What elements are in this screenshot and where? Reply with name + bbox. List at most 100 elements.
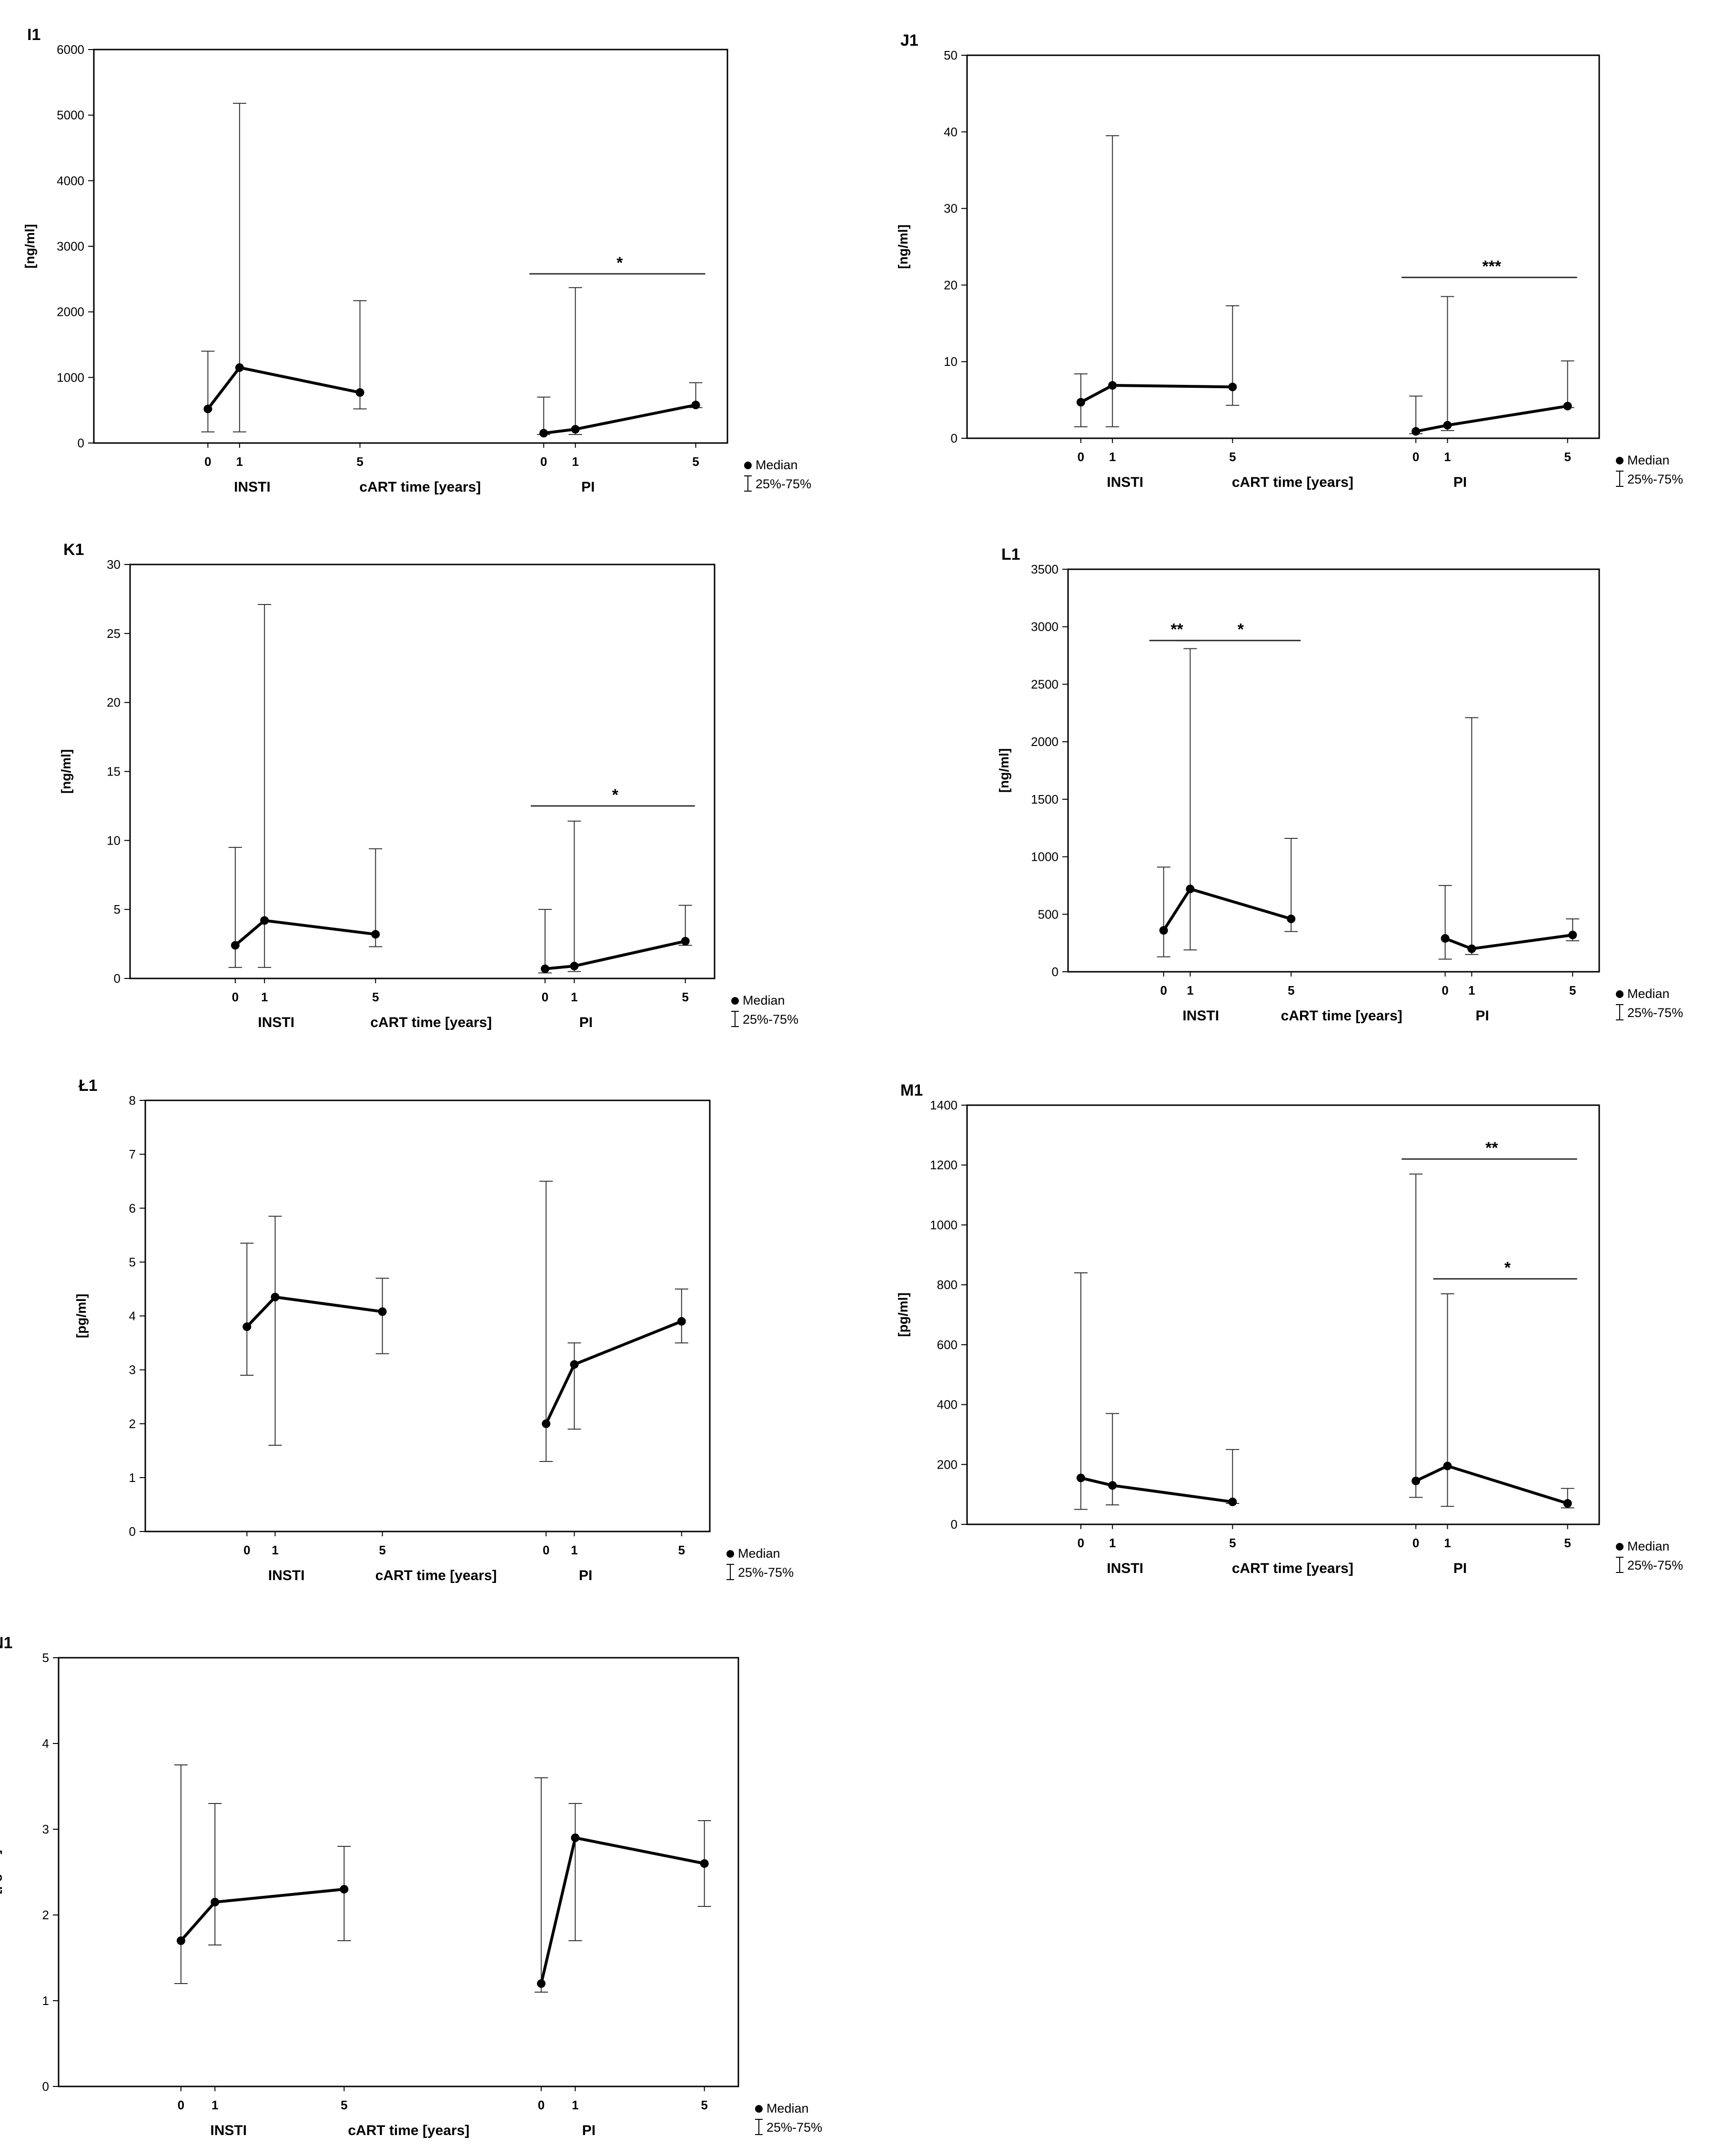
median-point bbox=[203, 404, 212, 413]
y-axis-label: [ng/ml] bbox=[997, 748, 1011, 793]
median-point bbox=[571, 425, 580, 434]
y-tick-label: 1000 bbox=[930, 1218, 958, 1232]
x-tick-label: 1 bbox=[1109, 1536, 1116, 1550]
y-tick-label: 2000 bbox=[57, 305, 84, 319]
x-tick-label: 5 bbox=[379, 1543, 385, 1557]
median-point bbox=[1076, 1473, 1085, 1482]
x-tick-label: 0 bbox=[1078, 1536, 1084, 1550]
median-point bbox=[260, 916, 269, 925]
x-tick-label: 0 bbox=[538, 2098, 544, 2112]
x-tick-label: 5 bbox=[1288, 983, 1294, 997]
x-axis-title: cART time [years] bbox=[370, 1015, 492, 1030]
median-line bbox=[1415, 1464, 1568, 1505]
y-tick-label: 7 bbox=[129, 1147, 136, 1161]
legend-median-label: Median bbox=[766, 2101, 809, 2116]
median-point bbox=[1159, 926, 1168, 935]
chart-panel-7: N1 0 1 2 3 4 5 [pg/ml] 0 1 5 0 1 5 INSTI PI cART time [y… bbox=[0, 1634, 822, 2138]
legend-median-marker bbox=[755, 2105, 763, 2113]
series-pi bbox=[534, 1777, 711, 1993]
y-tick-label: 0 bbox=[1052, 965, 1059, 979]
y-axis-label: [ng/ml] bbox=[59, 749, 73, 794]
x-tick-label: 0 bbox=[204, 454, 211, 469]
chart-panel-5: Ł1 0 1 2 3 4 5 6 7 8 [pg/ml] 0 1 5 0 1 5 INSTI PI cART time… bbox=[74, 1077, 794, 1583]
panel-label: Ł1 bbox=[79, 1077, 98, 1095]
series-insti bbox=[174, 1764, 351, 1984]
median-point bbox=[1568, 930, 1577, 939]
y-tick-label: 1 bbox=[129, 1471, 136, 1485]
legend-median-marker bbox=[1616, 457, 1623, 464]
x-tick-label: 5 bbox=[1229, 1536, 1236, 1550]
median-point bbox=[1287, 914, 1296, 923]
y-tick-label: 15 bbox=[107, 765, 121, 779]
median-point bbox=[378, 1307, 387, 1316]
median-point bbox=[1443, 1461, 1452, 1471]
y-tick-label: 8 bbox=[129, 1093, 136, 1108]
y-tick-label: 20 bbox=[944, 278, 958, 292]
x-tick-label: 5 bbox=[1564, 450, 1571, 464]
x-tick-label: 1 bbox=[1109, 450, 1116, 464]
median-point bbox=[1412, 1476, 1421, 1485]
median-point bbox=[1467, 944, 1476, 953]
significance-label: *** bbox=[1482, 257, 1502, 275]
x-tick-label: 5 bbox=[692, 454, 699, 469]
legend-median-label: Median bbox=[743, 993, 785, 1007]
x-tick-label: 1 bbox=[572, 454, 579, 469]
y-axis-label: [pg/ml] bbox=[0, 1850, 2, 1894]
plot-frame bbox=[93, 49, 728, 444]
group-label-insti: INSTI bbox=[1107, 1561, 1143, 1576]
median-point bbox=[570, 1360, 579, 1369]
x-tick-label: 5 bbox=[678, 1543, 685, 1557]
panel-label: L1 bbox=[1001, 545, 1020, 564]
legend-median-marker bbox=[1616, 1543, 1623, 1551]
x-tick-label: 1 bbox=[1444, 1536, 1451, 1550]
series-pi bbox=[539, 1180, 688, 1462]
x-tick-label: 1 bbox=[1187, 983, 1193, 997]
median-point bbox=[231, 941, 240, 950]
median-point bbox=[340, 1885, 349, 1894]
y-tick-label: 3500 bbox=[1031, 562, 1059, 576]
legend-median-marker bbox=[1616, 990, 1623, 998]
group-label-insti: INSTI bbox=[210, 2123, 247, 2138]
y-tick-label: 3 bbox=[42, 1822, 49, 1836]
legend-iqr-label: 25%-75% bbox=[743, 1012, 798, 1027]
median-point bbox=[1563, 1499, 1572, 1508]
median-point bbox=[570, 961, 579, 970]
y-tick-label: 25 bbox=[107, 626, 121, 641]
y-tick-label: 200 bbox=[937, 1457, 958, 1471]
median-line bbox=[234, 919, 376, 947]
x-tick-label: 1 bbox=[1468, 983, 1475, 997]
y-tick-label: 10 bbox=[107, 833, 121, 847]
median-point bbox=[1563, 402, 1572, 411]
y-tick-label: 3000 bbox=[57, 239, 84, 253]
legend-iqr-label: 25%-75% bbox=[756, 477, 811, 491]
median-point bbox=[1108, 1481, 1117, 1490]
series-pi bbox=[1438, 717, 1580, 960]
panel-label: N1 bbox=[0, 1634, 12, 1652]
group-label-pi: PI bbox=[1476, 1008, 1489, 1024]
x-tick-label: 0 bbox=[1442, 983, 1448, 997]
series-insti bbox=[240, 1216, 389, 1446]
x-tick-label: 5 bbox=[341, 2098, 347, 2112]
y-tick-label: 0 bbox=[951, 1517, 958, 1531]
y-tick-label: 5 bbox=[42, 1651, 49, 1665]
panel-label: I1 bbox=[27, 26, 40, 44]
x-axis-title: cART time [years] bbox=[1232, 1561, 1353, 1576]
x-tick-label: 0 bbox=[542, 990, 548, 1004]
median-point bbox=[1186, 885, 1195, 894]
significance-label: * bbox=[1238, 621, 1244, 639]
legend-median-label: Median bbox=[1627, 453, 1670, 467]
median-line bbox=[544, 939, 686, 970]
x-tick-label: 0 bbox=[1160, 983, 1167, 997]
x-tick-label: 0 bbox=[540, 454, 547, 469]
y-tick-label: 5 bbox=[114, 902, 121, 917]
median-line bbox=[540, 1836, 705, 1984]
y-tick-label: 1000 bbox=[57, 370, 84, 384]
median-point bbox=[542, 1419, 551, 1428]
y-tick-label: 0 bbox=[114, 971, 121, 986]
legend-median-marker bbox=[744, 462, 752, 469]
median-point bbox=[355, 388, 364, 397]
group-label-insti: INSTI bbox=[234, 479, 271, 495]
series-pi bbox=[537, 287, 703, 438]
